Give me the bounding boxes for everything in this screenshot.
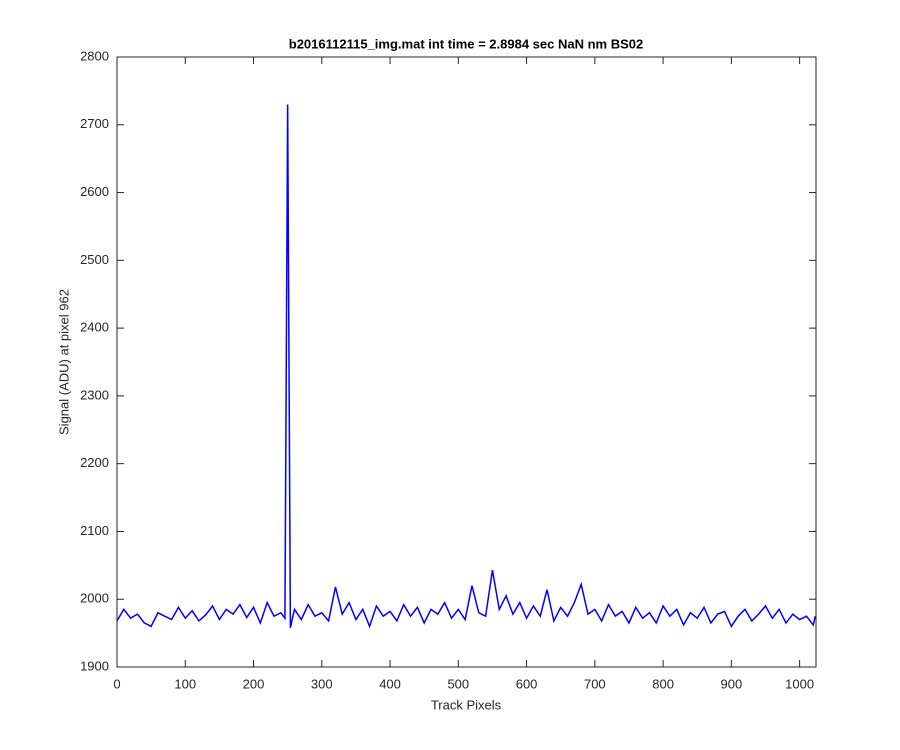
y-tick-label: 1900 (80, 658, 109, 673)
x-axis-label: Track Pixels (431, 697, 502, 712)
y-tick-label: 2200 (80, 455, 109, 470)
y-tick-label: 2400 (80, 320, 109, 335)
y-tick-label: 2100 (80, 523, 109, 538)
y-axis-label: Signal (ADU) at pixel 962 (56, 289, 71, 435)
x-tick-label: 0 (113, 676, 120, 691)
y-tick-label: 2700 (80, 116, 109, 131)
x-tick-label: 500 (447, 676, 469, 691)
y-tick-label: 2800 (80, 48, 109, 63)
y-tick-label: 2500 (80, 252, 109, 267)
x-tick-label: 300 (311, 676, 333, 691)
chart-title: b2016112115_img.mat int time = 2.8984 se… (289, 36, 643, 51)
x-tick-label: 800 (652, 676, 674, 691)
x-tick-label: 600 (516, 676, 538, 691)
y-tick-label: 2300 (80, 387, 109, 402)
x-tick-label: 700 (584, 676, 606, 691)
x-tick-label: 400 (379, 676, 401, 691)
y-tick-label: 2000 (80, 591, 109, 606)
x-tick-label: 100 (174, 676, 196, 691)
y-tick-label: 2600 (80, 184, 109, 199)
x-tick-label: 200 (243, 676, 265, 691)
plot-frame (116, 56, 817, 668)
x-tick-label: 900 (721, 676, 743, 691)
x-tick-label: 1000 (785, 676, 814, 691)
data-line (116, 104, 817, 629)
